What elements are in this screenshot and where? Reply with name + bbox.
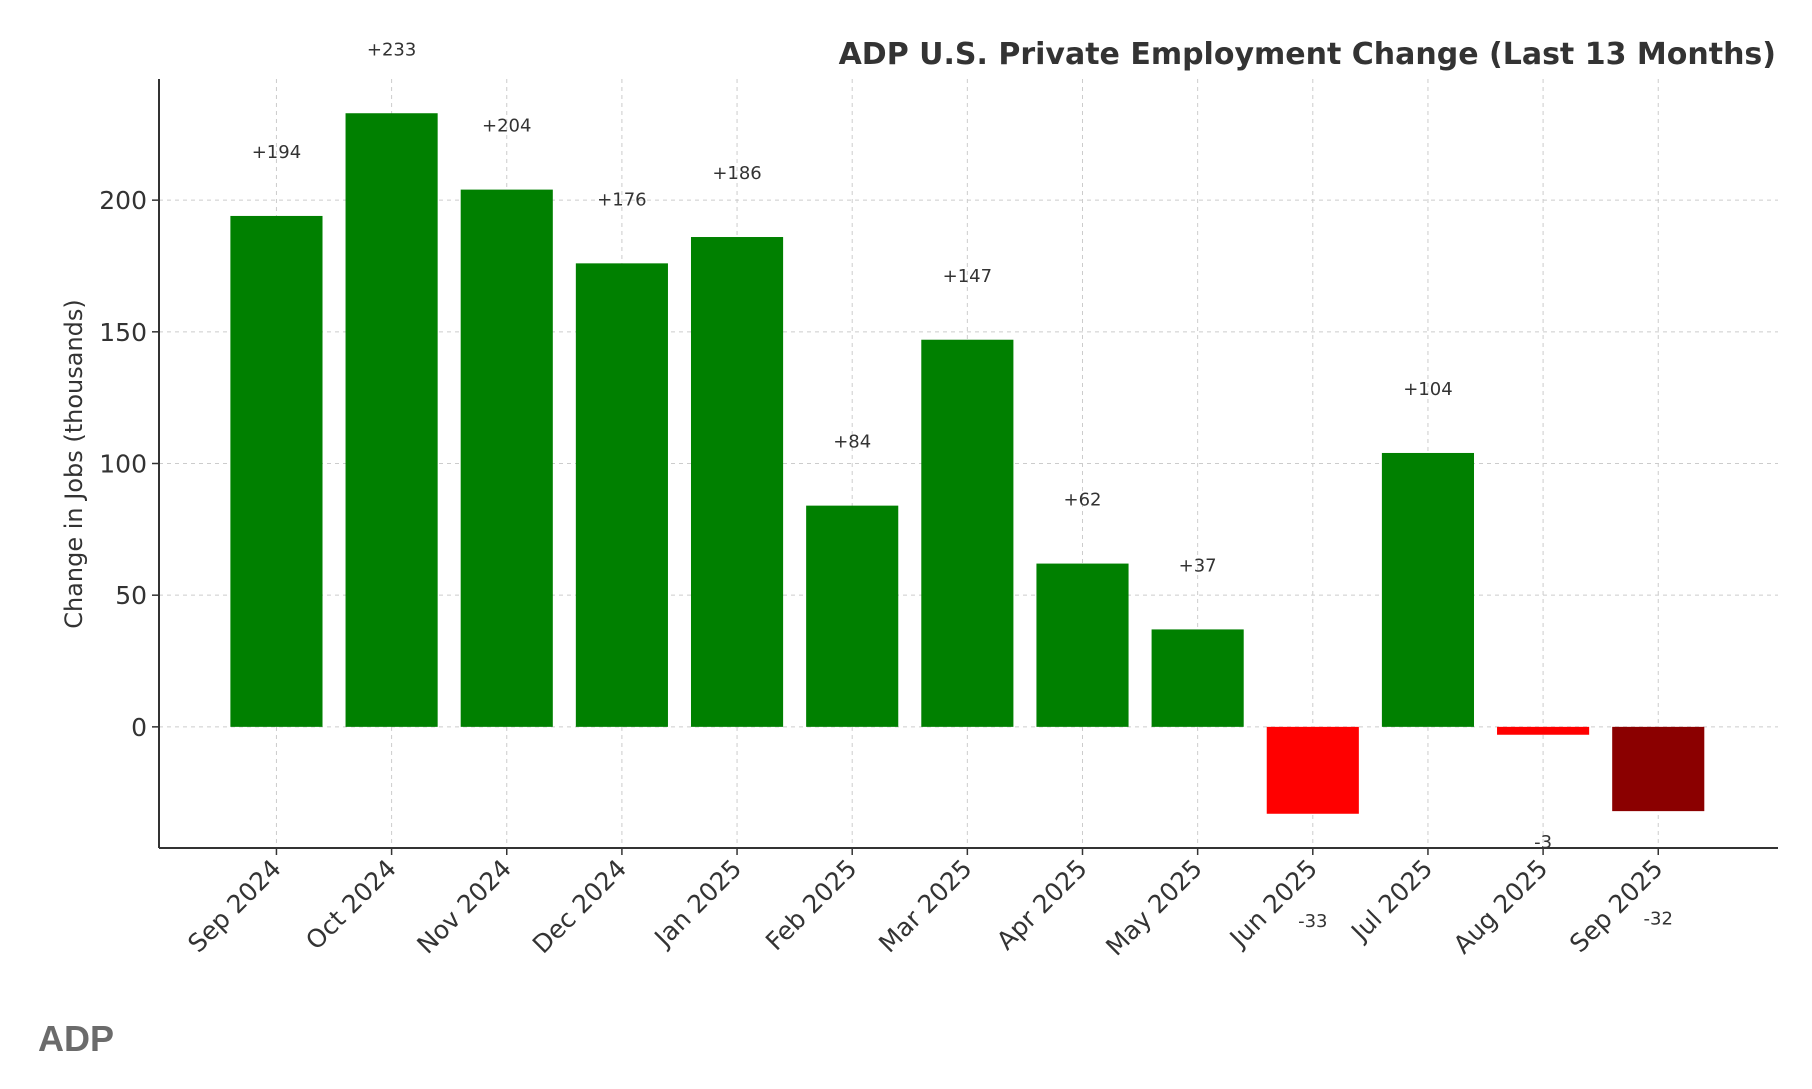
data-labels: +194 +233 +204 +176 +186 +84 +147 +62 +37 -33 +104… — [252, 39, 1673, 932]
bar-nov-2024 — [460, 189, 553, 727]
bar-apr-2025 — [1036, 563, 1129, 727]
x-tick-label: Oct 2024 — [300, 854, 402, 956]
x-tick-label: Feb 2025 — [760, 854, 862, 956]
chart-title: ADP U.S. Private Employment Change (Last… — [839, 37, 1776, 72]
bar-feb-2025 — [806, 505, 899, 727]
data-label: +204 — [482, 116, 531, 137]
data-label: +104 — [1403, 379, 1452, 400]
data-label: +147 — [943, 266, 992, 287]
data-label: +233 — [367, 39, 416, 60]
y-tick-label: 100 — [99, 450, 147, 479]
data-label: -3 — [1534, 832, 1552, 853]
x-tick-label: Jul 2025 — [1344, 854, 1438, 948]
bar-mar-2025 — [921, 339, 1014, 727]
x-tick-label: Aug 2025 — [1448, 854, 1554, 960]
y-tick-label: 200 — [99, 186, 147, 215]
y-tick-label: 0 — [131, 713, 147, 742]
adp-logo: ADP — [38, 1018, 115, 1059]
x-tick-label: Dec 2024 — [527, 854, 632, 959]
data-label: +194 — [252, 142, 301, 163]
x-tick-label: Jun 2025 — [1223, 854, 1323, 954]
data-label: +37 — [1179, 555, 1217, 576]
bar-sep-2025 — [1612, 726, 1705, 812]
bar-jul-2025 — [1381, 452, 1475, 727]
data-label: +176 — [597, 189, 646, 210]
data-label: +62 — [1063, 490, 1101, 511]
bar-oct-2024 — [345, 113, 438, 727]
bar-jan-2025 — [690, 237, 784, 727]
x-tick-label: May 2025 — [1100, 854, 1208, 962]
data-label: +186 — [712, 163, 761, 184]
x-tick-label: Jan 2025 — [648, 854, 748, 954]
y-tick-label: 150 — [99, 318, 147, 347]
y-axis-label: Change in Jobs (thousands) — [60, 299, 88, 629]
bar-aug-2025 — [1497, 726, 1590, 735]
bar-jun-2025 — [1266, 726, 1359, 814]
x-tick-label: Apr 2025 — [991, 854, 1093, 956]
x-tick-label: Nov 2024 — [411, 854, 517, 960]
bar-sep-2024 — [230, 215, 323, 727]
data-label: +84 — [833, 432, 871, 453]
data-label: -32 — [1644, 908, 1673, 929]
x-tick-label: Sep 2025 — [1564, 854, 1668, 958]
bar-dec-2024 — [575, 263, 668, 727]
x-tick-label: Sep 2024 — [182, 854, 286, 958]
bars — [230, 113, 1705, 814]
y-tick-label: 50 — [115, 581, 147, 610]
data-label: -33 — [1298, 911, 1327, 932]
bar-may-2025 — [1151, 629, 1244, 727]
x-tick-label: Mar 2025 — [873, 854, 977, 958]
